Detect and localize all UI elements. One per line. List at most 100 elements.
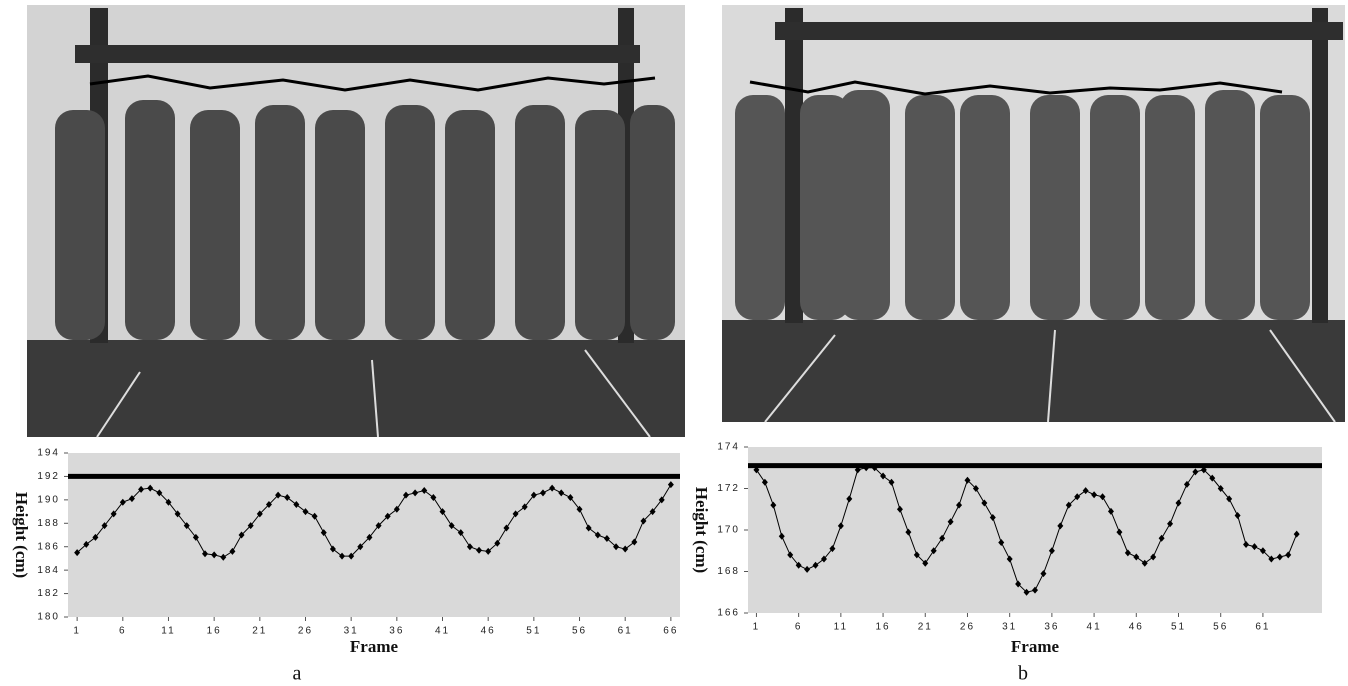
point [1082, 487, 1089, 495]
point [667, 481, 674, 489]
point [1251, 543, 1258, 551]
caption: b [1018, 663, 1028, 685]
point [165, 498, 172, 506]
point [101, 522, 108, 530]
point [1032, 586, 1038, 594]
point [1040, 570, 1047, 578]
point [622, 545, 629, 553]
point [421, 486, 428, 494]
point [521, 503, 528, 511]
point [92, 533, 99, 541]
x-tick-label: 36 [1044, 622, 1059, 633]
y-tick-label: 168 [717, 566, 740, 577]
x-tick-label: 26 [298, 626, 313, 637]
point [1200, 466, 1207, 474]
point [820, 555, 827, 563]
point [147, 484, 154, 492]
point [837, 522, 844, 530]
x-tick-label: 61 [1255, 622, 1270, 633]
x-tick-label: 41 [1087, 622, 1102, 633]
x-tick-label: 11 [161, 626, 175, 637]
plot-area [68, 453, 680, 617]
x-tick-label: 26 [960, 622, 975, 633]
point [1243, 541, 1250, 549]
point [156, 489, 163, 497]
point [585, 524, 592, 532]
point [1183, 480, 1190, 488]
point [854, 466, 861, 474]
point [594, 531, 601, 539]
point [1065, 501, 1072, 509]
point [311, 512, 318, 520]
point [812, 561, 819, 569]
point [302, 508, 309, 516]
y-tick-label: 194 [37, 448, 60, 459]
y-tick-label: 174 [717, 442, 740, 453]
point [494, 539, 501, 547]
point [83, 540, 90, 548]
point [1175, 499, 1182, 507]
point [989, 514, 996, 522]
y-tick-label: 186 [37, 541, 60, 552]
point [256, 510, 263, 518]
point [972, 485, 979, 492]
point [1107, 507, 1114, 515]
point [1116, 528, 1123, 536]
point [430, 494, 437, 502]
y-tick-label: 180 [37, 612, 60, 623]
y-tick-label: 172 [717, 483, 740, 494]
point [466, 543, 473, 551]
point [1209, 474, 1216, 482]
point [896, 505, 903, 513]
point [939, 534, 946, 542]
point [1217, 485, 1224, 492]
point [1268, 555, 1275, 563]
x-axis-title: Frame [1011, 637, 1060, 656]
point [1124, 549, 1131, 557]
point [320, 529, 327, 537]
point [393, 505, 400, 513]
point [485, 547, 492, 555]
x-tick-label: 16 [875, 622, 890, 633]
point [888, 478, 895, 486]
point [631, 538, 638, 546]
x-tick-label: 6 [119, 626, 127, 637]
x-tick-label: 16 [207, 626, 222, 637]
x-tick-label: 1 [73, 626, 81, 637]
point [1091, 491, 1098, 499]
point [603, 535, 610, 543]
x-tick-label: 41 [435, 626, 450, 637]
point [964, 476, 971, 484]
point [922, 559, 929, 567]
point [1023, 588, 1030, 596]
point [1015, 580, 1022, 588]
point [402, 491, 409, 499]
point [448, 522, 455, 530]
x-tick-label: 36 [389, 626, 404, 637]
point [293, 501, 300, 509]
point [761, 478, 768, 486]
point [339, 552, 346, 560]
point [753, 466, 760, 474]
point [1099, 493, 1106, 501]
x-tick-label: 51 [1171, 622, 1186, 633]
point [1293, 530, 1300, 538]
point [640, 517, 647, 525]
point [1226, 495, 1233, 503]
point [930, 547, 937, 555]
photo-a [27, 5, 685, 438]
point [457, 529, 464, 537]
point [192, 533, 199, 541]
point [795, 561, 802, 569]
point [1285, 551, 1292, 559]
point [202, 550, 209, 558]
photo-b [722, 5, 1345, 423]
x-tick-label: 6 [795, 622, 803, 633]
x-tick-label: 1 [753, 622, 761, 633]
point [829, 545, 836, 553]
point [439, 508, 446, 516]
x-tick-label: 31 [344, 626, 359, 637]
point [956, 501, 963, 509]
point [1192, 468, 1199, 476]
